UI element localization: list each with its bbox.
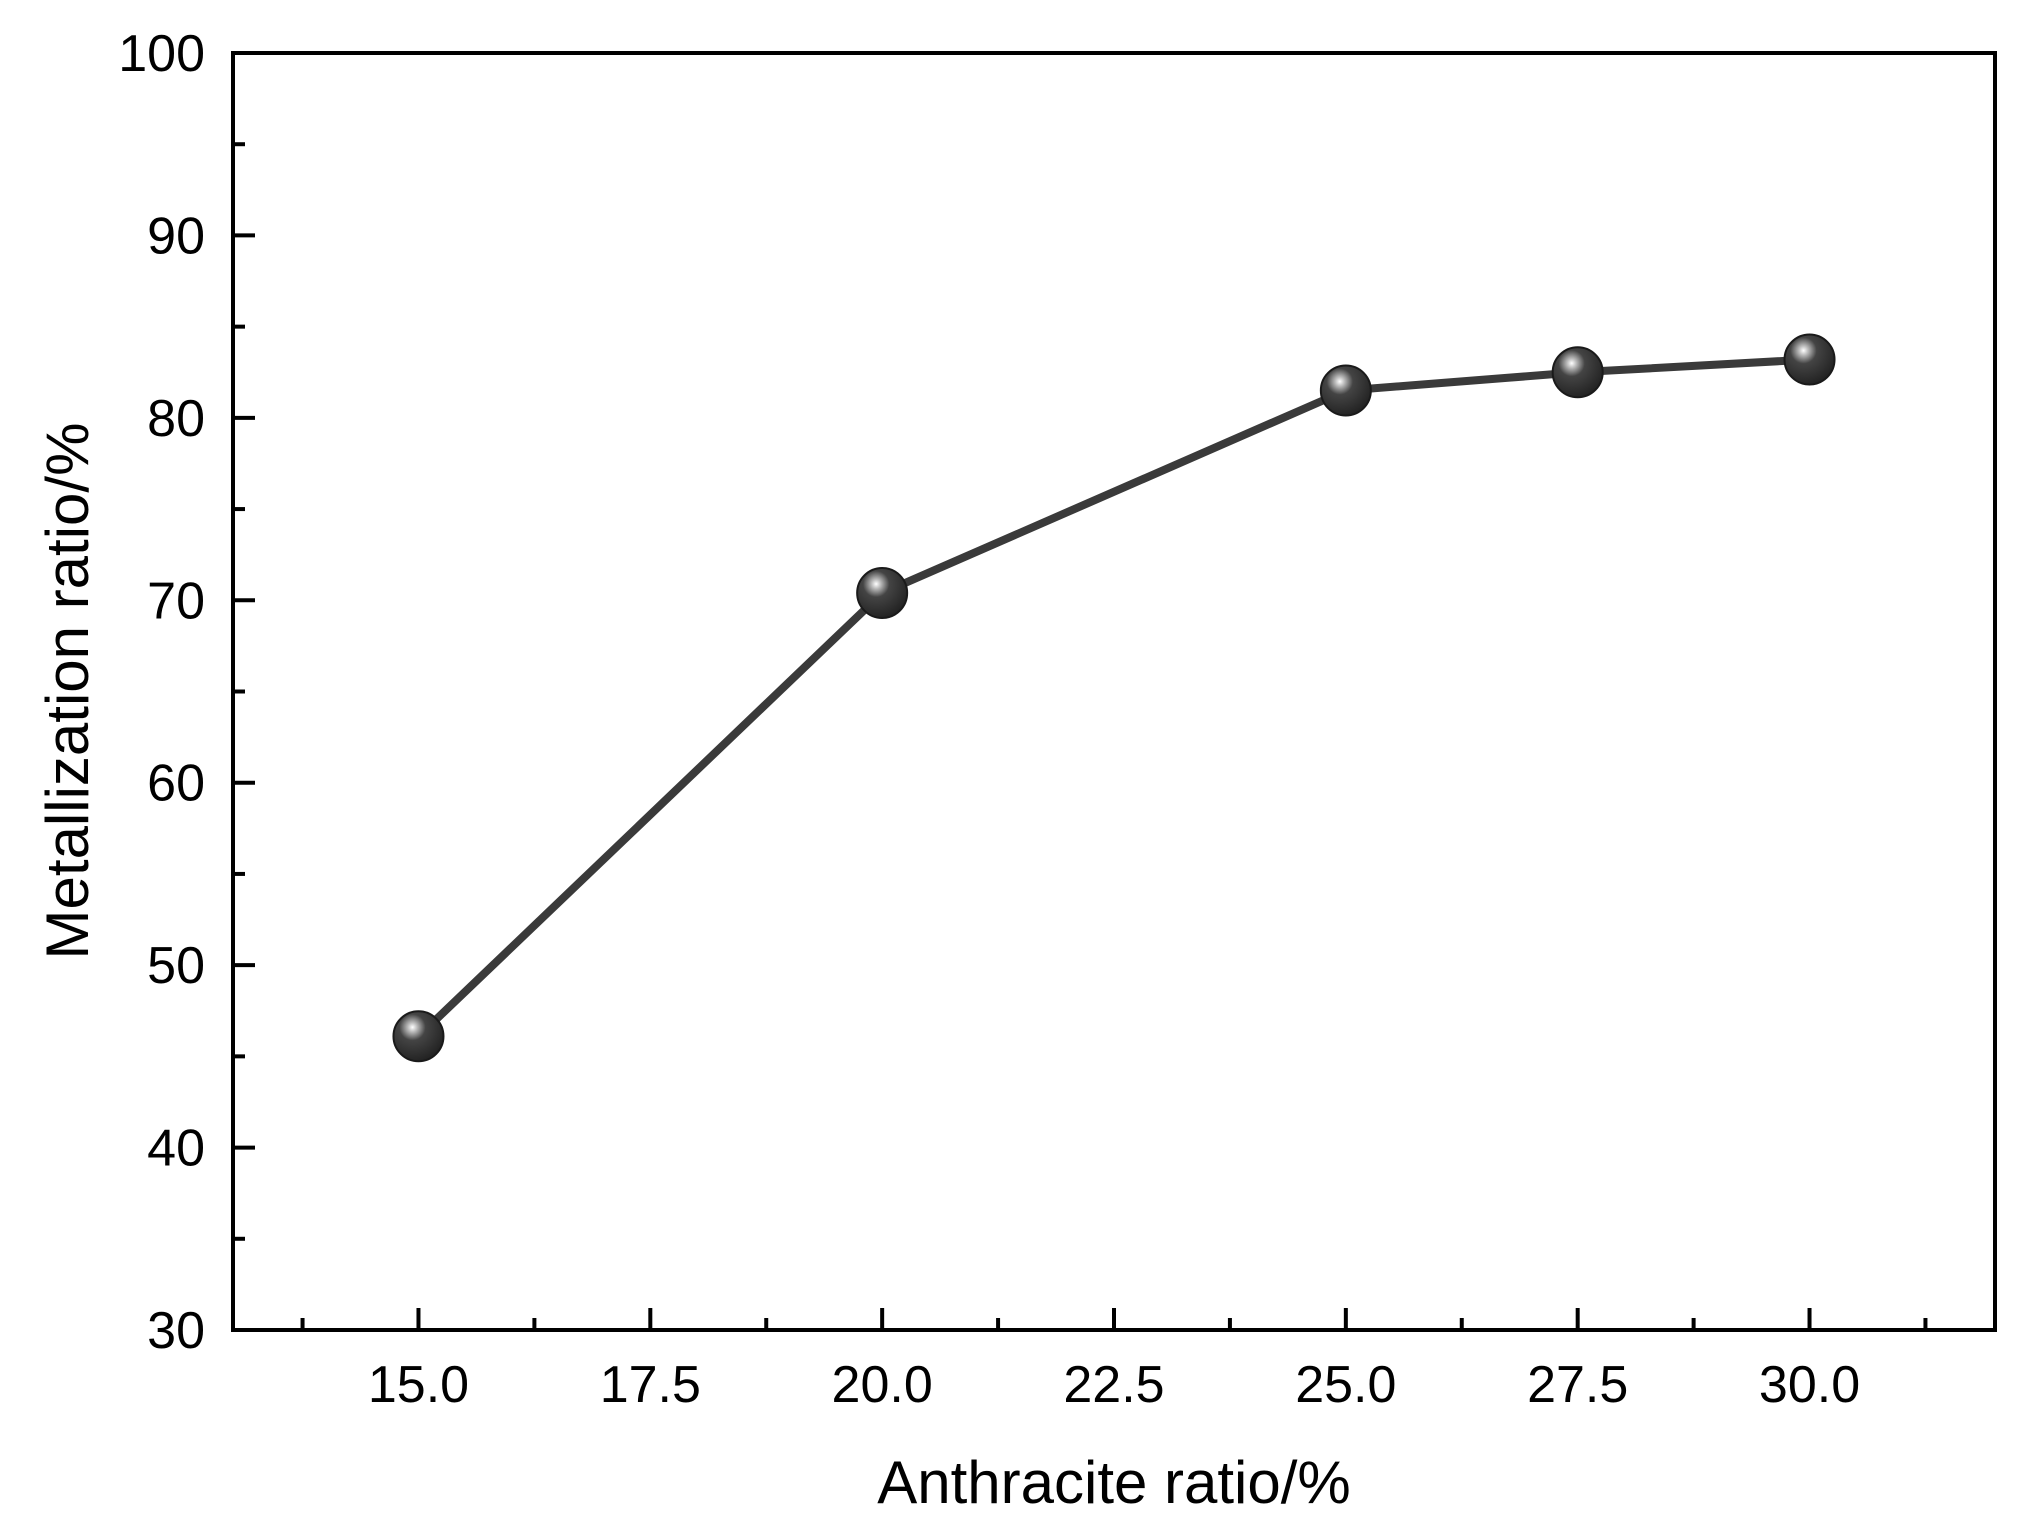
- x-tick-label: 30.0: [1759, 1356, 1860, 1414]
- x-axis-ticks: [300, 1308, 1928, 1330]
- y-axis-tick-labels: 30 40 50 60 70 80 90 100: [118, 25, 205, 1360]
- x-tick-label: 15.0: [368, 1356, 469, 1414]
- y-axis-ticks: [233, 51, 255, 1332]
- x-tick-label: 25.0: [1295, 1356, 1396, 1414]
- x-tick-label: 17.5: [600, 1356, 701, 1414]
- y-axis-title: Metallization ratio/%: [34, 423, 101, 960]
- series-line: [414, 355, 1814, 1041]
- data-point: [1783, 333, 1836, 386]
- y-tick-label: 60: [147, 755, 205, 813]
- y-tick-label: 40: [147, 1120, 205, 1178]
- x-axis-tick-labels: 15.0 17.5 20.0 22.5 25.0 27.5 30.0: [368, 1356, 1860, 1414]
- data-point: [856, 566, 909, 619]
- y-tick-label: 70: [147, 572, 205, 630]
- data-point: [1551, 346, 1604, 399]
- x-tick-label: 22.5: [1063, 1356, 1164, 1414]
- y-tick-label: 80: [147, 390, 205, 448]
- plot-area-frame: [231, 51, 1997, 1332]
- y-tick-label: 100: [118, 25, 205, 83]
- y-tick-label: 50: [147, 937, 205, 995]
- y-tick-label: 90: [147, 207, 205, 265]
- x-tick-label: 20.0: [832, 1356, 933, 1414]
- series-markers: [392, 333, 1836, 1063]
- data-point: [392, 1010, 445, 1063]
- x-tick-label: 27.5: [1527, 1356, 1628, 1414]
- x-axis-title: Anthracite ratio/%: [877, 1449, 1351, 1516]
- y-tick-label: 30: [147, 1302, 205, 1360]
- data-point: [1319, 364, 1372, 417]
